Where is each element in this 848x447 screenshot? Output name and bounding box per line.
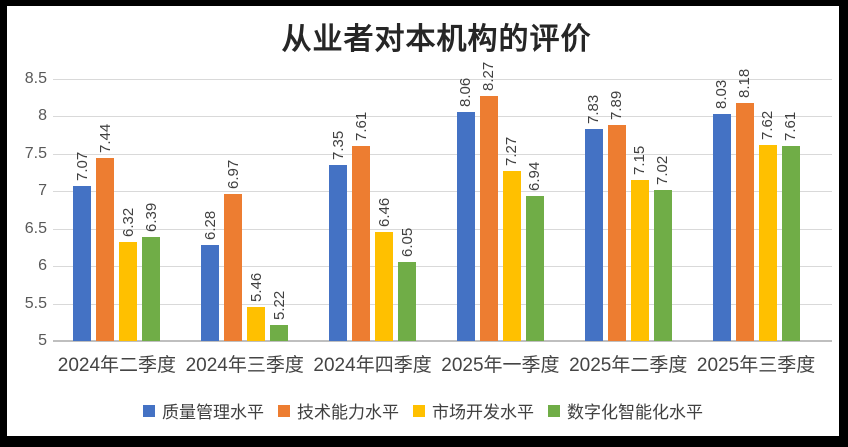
x-axis-category-label: 2025年三季度 <box>696 355 816 376</box>
y-axis-tick-label: 8 <box>38 107 47 125</box>
bar-value-label: 6.97 <box>224 159 242 189</box>
bar-质量管理水平-2024年二季度 <box>73 186 92 341</box>
x-axis-line <box>53 340 832 342</box>
legend-swatch-icon <box>548 404 560 417</box>
legend-label: 质量管理水平 <box>162 403 264 422</box>
bar-value-label: 8.03 <box>713 79 731 110</box>
bar-value-label: 6.46 <box>375 197 393 227</box>
bar-数字化智能化水平-2024年三季度 <box>270 324 289 341</box>
bar-value-label: 6.05 <box>398 228 416 258</box>
bar-市场开发水平-2024年四季度 <box>375 231 394 341</box>
x-axis-category-label: 2025年二季度 <box>569 355 688 376</box>
y-axis-tick-label: 6.5 <box>24 219 47 237</box>
legend-item-市场开发水平: 市场开发水平 <box>413 398 534 423</box>
bar-数字化智能化水平-2024年四季度 <box>398 262 417 341</box>
chart-panel: 从业者对本机构的评价 质量管理水平 技术能力水平 市场开发水平 数字化智能化水平 5 5… <box>7 6 839 436</box>
bar-技术能力水平-2024年四季度 <box>352 145 371 341</box>
bar-value-label: 7.83 <box>585 94 603 125</box>
legend-swatch-icon <box>413 404 425 417</box>
bar-value-label: 7.61 <box>352 111 370 141</box>
y-axis-tick-label: 6 <box>38 257 47 275</box>
legend-item-质量管理水平: 质量管理水平 <box>143 398 264 423</box>
bar-市场开发水平-2025年三季度 <box>758 144 777 341</box>
bar-value-label: 7.27 <box>503 136 521 167</box>
y-axis-tick-label: 7 <box>38 182 47 200</box>
bar-技术能力水平-2025年一季度 <box>479 96 498 341</box>
bar-value-label: 7.07 <box>73 151 91 182</box>
bar-市场开发水平-2024年二季度 <box>119 242 138 341</box>
y-axis-tick-label: 5.5 <box>24 294 47 312</box>
x-axis-category-label: 2025年一季度 <box>441 355 560 376</box>
legend: 质量管理水平 技术能力水平 市场开发水平 数字化智能化水平 <box>7 398 839 423</box>
bar-技术能力水平-2024年二季度 <box>96 158 115 341</box>
bar-数字化智能化水平-2025年一季度 <box>525 195 544 341</box>
legend-label: 数字化智能化水平 <box>567 403 703 422</box>
bar-value-label: 7.44 <box>96 124 114 154</box>
bar-技术能力水平-2024年三季度 <box>224 193 243 341</box>
bar-value-label: 6.28 <box>201 210 219 241</box>
y-axis-tick-label: 7.5 <box>24 144 47 162</box>
bar-质量管理水平-2025年三季度 <box>712 114 731 341</box>
legend-item-技术能力水平: 技术能力水平 <box>278 398 399 423</box>
bar-value-label: 8.18 <box>736 68 754 98</box>
legend-label: 市场开发水平 <box>432 403 534 422</box>
bar-value-label: 7.35 <box>329 130 347 161</box>
bar-value-label: 7.62 <box>759 110 777 140</box>
y-axis-tick-label: 5 <box>38 332 47 349</box>
chart-title: 从业者对本机构的评价 <box>281 23 592 56</box>
legend-item-数字化智能化水平: 数字化智能化水平 <box>548 398 703 423</box>
bar-质量管理水平-2025年一季度 <box>456 111 475 341</box>
bar-value-label: 7.61 <box>782 111 800 141</box>
bar-市场开发水平-2025年一季度 <box>502 171 521 341</box>
bar-value-label: 8.27 <box>480 62 498 92</box>
x-axis-category-label: 2024年四季度 <box>313 355 432 376</box>
bar-数字化智能化水平-2025年三季度 <box>781 145 800 341</box>
bar-value-label: 5.22 <box>270 290 288 320</box>
bar-市场开发水平-2025年二季度 <box>630 180 649 341</box>
legend-label: 技术能力水平 <box>297 403 399 422</box>
bar-value-label: 8.06 <box>457 77 475 107</box>
bar-value-label: 6.94 <box>526 161 544 191</box>
x-axis-category-label: 2024年二季度 <box>57 355 177 376</box>
bar-value-label: 6.32 <box>119 207 137 238</box>
bar-技术能力水平-2025年二季度 <box>607 124 626 341</box>
gridline <box>53 228 832 230</box>
bar-value-label: 6.39 <box>142 202 160 232</box>
legend-swatch-icon <box>278 404 290 417</box>
x-axis-category-label: 2024年三季度 <box>185 355 304 376</box>
bar-质量管理水平-2024年四季度 <box>329 165 348 341</box>
bar-value-label: 7.89 <box>608 90 626 120</box>
gridline <box>53 266 832 268</box>
bar-技术能力水平-2025年三季度 <box>735 102 754 341</box>
gridline <box>53 79 832 80</box>
bar-市场开发水平-2024年三季度 <box>247 306 266 341</box>
bar-value-label: 7.15 <box>631 145 649 176</box>
bar-value-label: 5.46 <box>247 272 265 302</box>
bar-质量管理水平-2025年二季度 <box>584 129 603 341</box>
gridline <box>53 191 832 193</box>
y-axis-tick-label: 8.5 <box>24 70 47 87</box>
bar-数字化智能化水平-2024年二季度 <box>142 236 161 341</box>
bar-质量管理水平-2024年三季度 <box>201 245 220 341</box>
gridline <box>53 153 832 155</box>
bar-数字化智能化水平-2025年二季度 <box>653 189 672 341</box>
gridline <box>53 303 832 305</box>
legend-swatch-icon <box>143 404 155 417</box>
gridline <box>53 116 832 118</box>
bar-value-label: 7.02 <box>654 155 672 185</box>
